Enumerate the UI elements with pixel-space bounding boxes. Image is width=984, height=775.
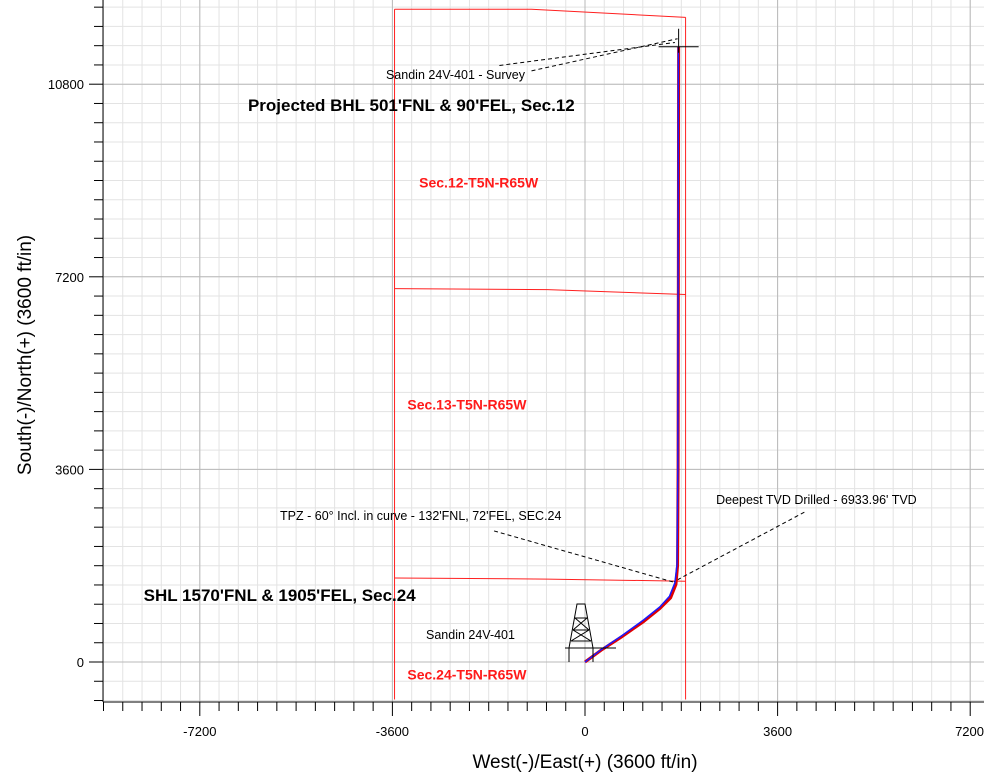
series-layer [584, 28, 699, 664]
tick-labels: -7200 -3600 0 3600 7200 0 3600 7200 10800 [48, 77, 984, 739]
y-tick-label: 10800 [48, 77, 84, 92]
annotation-leaders [493, 38, 805, 584]
annotation-leader [499, 41, 675, 66]
annotation-leader [531, 38, 678, 72]
x-tick-label: -3600 [376, 724, 409, 739]
annotation-leader [493, 530, 677, 584]
major-grid [103, 0, 984, 702]
axes [89, 0, 984, 716]
wellhead-label: Sandin 24V-401 [426, 628, 515, 642]
y-tick-label: 3600 [55, 462, 84, 477]
annotation-label: Sec.12-T5N-R65W [419, 174, 539, 190]
annotation-label: Sec.24-T5N-R65W [407, 667, 527, 683]
x-tick-label: -7200 [183, 724, 216, 739]
annotation-label: TPZ - 60° Incl. in curve - 132'FNL, 72'F… [280, 509, 561, 523]
x-tick-label: 3600 [763, 724, 792, 739]
annotations: Sandin 24V-401 - Survey Projected BHL 501… [144, 68, 917, 683]
x-tick-label: 0 [581, 724, 588, 739]
annotation-label: Deepest TVD Drilled - 6933.96' TVD [716, 493, 917, 507]
x-tick-label: 7200 [955, 724, 984, 739]
rig-brace [572, 629, 592, 642]
annotation-label: Sandin 24V-401 - Survey [386, 68, 526, 82]
annotation-label: Projected BHL 501'FNL & 90'FEL, Sec.12 [248, 96, 575, 115]
annotation-label: Sec.13-T5N-R65W [407, 396, 527, 412]
section-boundaries [394, 8, 687, 700]
rig-brace [570, 629, 590, 642]
section-boundary-line [394, 577, 686, 582]
x-axis-title: West(-)/East(+) (3600 ft/in) [472, 752, 697, 773]
section-boundary-line [394, 8, 686, 18]
section-boundary-line [394, 288, 686, 295]
series-line-survey [584, 46, 680, 663]
rig-icon: Sandin 24V-401 [426, 603, 616, 662]
annotation-label: SHL 1570'FNL & 1905'FEL, Sec.24 [144, 586, 417, 605]
rig-brace [572, 617, 588, 631]
rig-brace [574, 617, 590, 631]
y-tick-label: 0 [77, 655, 84, 670]
y-axis-title: South(-)/North(+) (3600 ft/in) [15, 235, 36, 475]
y-tick-label: 7200 [55, 270, 84, 285]
annotation-leader [673, 511, 805, 583]
